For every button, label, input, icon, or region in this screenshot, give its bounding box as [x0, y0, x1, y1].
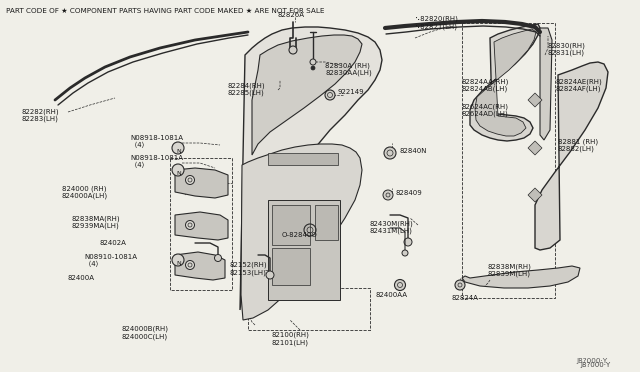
Text: 82402A: 82402A — [100, 240, 127, 246]
Text: 82830A (RH)
82830AA(LH): 82830A (RH) 82830AA(LH) — [325, 62, 372, 76]
Text: 82152(RH)
82153(LH): 82152(RH) 82153(LH) — [230, 262, 268, 276]
Circle shape — [214, 254, 221, 262]
Polygon shape — [528, 93, 542, 107]
Text: 824000B(RH)
824000C(LH): 824000B(RH) 824000C(LH) — [122, 326, 169, 340]
Text: N08918-1081A
  ⟨4⟩: N08918-1081A ⟨4⟩ — [130, 155, 183, 168]
Text: 82840N: 82840N — [400, 148, 428, 154]
Circle shape — [455, 280, 465, 290]
Circle shape — [383, 190, 393, 200]
Polygon shape — [528, 141, 542, 155]
Polygon shape — [540, 28, 552, 140]
Polygon shape — [272, 248, 310, 285]
Polygon shape — [315, 205, 338, 240]
Circle shape — [186, 221, 195, 230]
Text: 82400A: 82400A — [68, 275, 95, 281]
Text: J8?000·Y: J8?000·Y — [576, 358, 607, 364]
Text: 82824A: 82824A — [452, 295, 479, 301]
Circle shape — [172, 142, 184, 154]
Polygon shape — [240, 27, 382, 310]
Polygon shape — [175, 252, 225, 280]
Text: 82282(RH)
82283(LH): 82282(RH) 82283(LH) — [22, 108, 60, 122]
Text: 82824AE(RH)
82824AF(LH): 82824AE(RH) 82824AF(LH) — [555, 78, 602, 92]
Circle shape — [394, 279, 406, 291]
Circle shape — [311, 66, 315, 70]
Text: PART CODE OF ★ COMPONENT PARTS HAVING PART CODE MAKED ★ ARE NOT FOR SALE: PART CODE OF ★ COMPONENT PARTS HAVING PA… — [6, 8, 324, 14]
Polygon shape — [475, 29, 536, 136]
Polygon shape — [175, 212, 228, 240]
Text: 922149: 922149 — [338, 89, 365, 95]
Text: N08918-1081A
  ⟨4⟩: N08918-1081A ⟨4⟩ — [130, 135, 183, 148]
Text: N08910-1081A
  ⟨4⟩: N08910-1081A ⟨4⟩ — [84, 254, 137, 267]
Text: J8?000·Y: J8?000·Y — [580, 362, 611, 368]
Text: 824000 (RH)
824000A(LH): 824000 (RH) 824000A(LH) — [62, 185, 108, 199]
Text: 82400AA: 82400AA — [375, 292, 407, 298]
Circle shape — [186, 176, 195, 185]
Circle shape — [310, 59, 316, 65]
Text: 82838MA(RH)
82939MA(LH): 82838MA(RH) 82939MA(LH) — [72, 215, 120, 229]
Circle shape — [289, 46, 297, 54]
Polygon shape — [268, 153, 338, 165]
Text: 82100(RH)
82101(LH): 82100(RH) 82101(LH) — [272, 332, 310, 346]
Polygon shape — [241, 144, 362, 320]
Text: ⠢82821(LH): ⠢82821(LH) — [415, 23, 457, 29]
Text: 82824AA(RH)
82824AB(LH): 82824AA(RH) 82824AB(LH) — [462, 78, 509, 92]
Text: 82624AC(RH)
82624AD(LH): 82624AC(RH) 82624AD(LH) — [462, 103, 509, 117]
Circle shape — [325, 90, 335, 100]
Circle shape — [172, 254, 184, 266]
Text: 82830(RH)
82831(LH): 82830(RH) 82831(LH) — [548, 42, 586, 56]
Text: 82838M(RH)
82839M(LH): 82838M(RH) 82839M(LH) — [488, 263, 532, 277]
Circle shape — [384, 147, 396, 159]
Polygon shape — [535, 62, 608, 250]
Text: 82826A: 82826A — [278, 12, 305, 18]
Text: 82881 (RH)
82882(LH): 82881 (RH) 82882(LH) — [558, 138, 598, 152]
Circle shape — [404, 238, 412, 246]
Text: 82284(RH)
82285(LH): 82284(RH) 82285(LH) — [228, 82, 266, 96]
Text: N: N — [176, 261, 180, 266]
Text: N: N — [176, 149, 180, 154]
Polygon shape — [272, 205, 310, 245]
Circle shape — [186, 260, 195, 269]
Circle shape — [266, 271, 274, 279]
Polygon shape — [252, 35, 362, 155]
Polygon shape — [470, 24, 540, 141]
Polygon shape — [528, 188, 542, 202]
Circle shape — [402, 250, 408, 256]
Polygon shape — [462, 266, 580, 288]
Text: 828409: 828409 — [396, 190, 423, 196]
Text: N: N — [176, 171, 180, 176]
Text: 82430M(RH)
82431M(LH): 82430M(RH) 82431M(LH) — [370, 220, 413, 234]
Text: O-82840O: O-82840O — [282, 232, 317, 238]
Circle shape — [172, 164, 184, 176]
Polygon shape — [175, 168, 228, 198]
Text: ⠢82820(RH): ⠢82820(RH) — [415, 15, 458, 22]
Polygon shape — [268, 200, 340, 300]
